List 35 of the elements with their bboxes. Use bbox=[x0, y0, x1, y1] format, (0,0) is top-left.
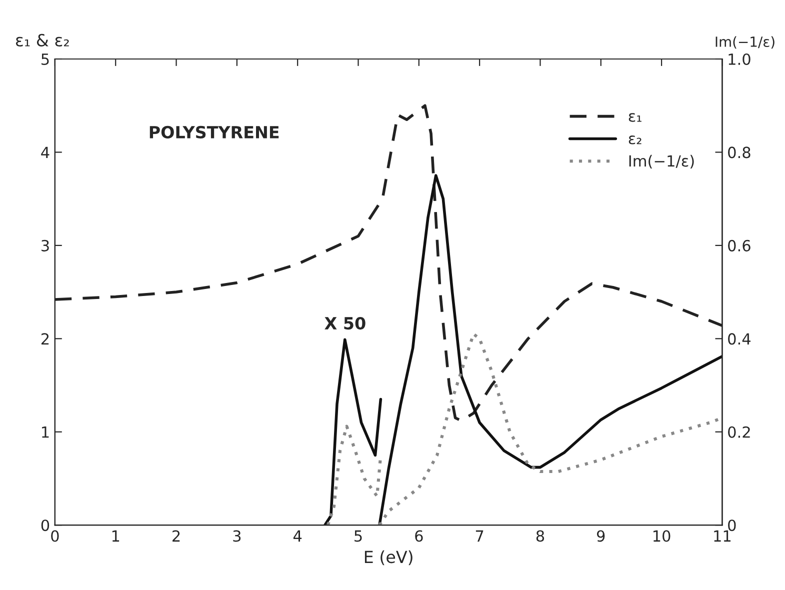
y-tick-label: 3 bbox=[42, 240, 49, 252]
y2-axis-title: Im(−1/ε) bbox=[716, 36, 774, 49]
y2-tick-label: 1.0 bbox=[728, 53, 750, 66]
x-tick-label: 5 bbox=[354, 530, 362, 542]
legend-label: ε₂ bbox=[628, 136, 642, 144]
annotation: X 50 bbox=[324, 316, 366, 330]
x-tick-label: 7 bbox=[476, 530, 484, 542]
x-tick-label: 11 bbox=[714, 530, 731, 542]
x-axis-title: E (eV) bbox=[364, 550, 412, 566]
x-tick-label: 6 bbox=[415, 530, 423, 542]
y2-tick-label: 0.8 bbox=[728, 146, 750, 158]
x-tick-label: 10 bbox=[654, 530, 670, 542]
y2-tick-label: 0.2 bbox=[728, 426, 750, 438]
x-tick-label: 2 bbox=[172, 530, 180, 542]
y2-tick-label: 0.6 bbox=[728, 240, 750, 252]
legend-label: ε₁ bbox=[628, 113, 642, 122]
y-tick-label: 5 bbox=[42, 54, 49, 66]
y-tick-label: 4 bbox=[41, 146, 50, 158]
x-tick-label: 9 bbox=[596, 530, 605, 542]
annotation: POLYSTYRENE bbox=[150, 126, 279, 138]
legend-label: Im(−1/ε) bbox=[629, 154, 694, 169]
x-tick-label: 0 bbox=[51, 530, 59, 542]
y-tick-label: 0 bbox=[41, 520, 50, 532]
y-tick-label: 2 bbox=[41, 333, 49, 344]
x-tick-label: 1 bbox=[112, 530, 120, 542]
x-tick-label: 3 bbox=[233, 530, 241, 542]
y2-tick-label: 0.4 bbox=[728, 333, 750, 345]
y-axis-title: ε₁ & ε₂ bbox=[16, 34, 69, 46]
y-tick-label: 1 bbox=[42, 426, 49, 438]
x-tick-label: 8 bbox=[536, 530, 544, 542]
y2-tick-label: 0 bbox=[728, 520, 736, 532]
line-series bbox=[323, 338, 382, 526]
x-tick-label: 4 bbox=[293, 530, 302, 542]
line-series bbox=[326, 424, 382, 526]
line-series bbox=[378, 174, 722, 526]
